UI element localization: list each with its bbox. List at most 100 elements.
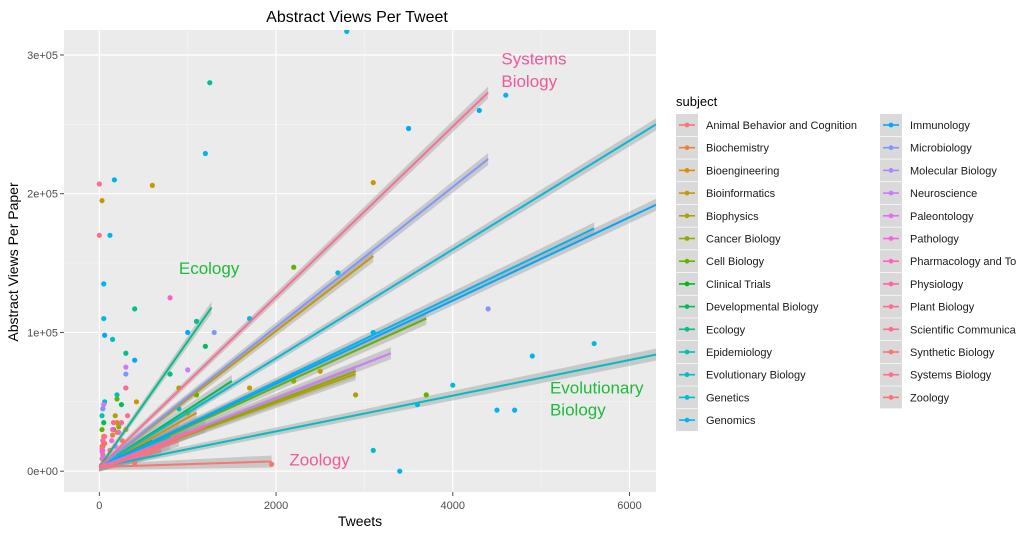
annotation-label: Ecology xyxy=(179,259,240,278)
data-point xyxy=(503,92,509,98)
legend-label: Evolutionary Biology xyxy=(706,370,806,382)
legend-label: Pathology xyxy=(910,234,959,246)
y-tick-label: 0e+00 xyxy=(27,466,58,478)
data-point xyxy=(529,353,535,359)
annotation-label: Biology xyxy=(501,72,557,91)
data-point xyxy=(99,443,105,449)
legend-label: Bioengineering xyxy=(706,165,779,177)
legend-key-point xyxy=(684,349,690,355)
legend-key-point xyxy=(888,122,894,128)
series-trend-line xyxy=(99,460,272,469)
data-point xyxy=(450,382,456,388)
data-point xyxy=(102,433,108,440)
series-trend-line xyxy=(98,203,656,468)
legend-label: Paleontology xyxy=(910,211,974,223)
data-point xyxy=(118,401,125,408)
series-trend-line xyxy=(99,445,162,470)
legend-key-point xyxy=(888,395,894,400)
data-point xyxy=(112,413,118,419)
legend-label: Developmental Biology xyxy=(706,302,819,314)
data-point xyxy=(114,396,120,402)
annotation-label: Zoology xyxy=(289,451,350,470)
legend-title: subject xyxy=(676,94,718,109)
legend-key-point xyxy=(684,417,690,423)
x-tick-label: 4000 xyxy=(441,500,465,512)
data-point xyxy=(207,80,213,86)
x-tick-label: 2000 xyxy=(264,500,288,512)
legend-key-point xyxy=(684,395,690,400)
legend: Animal Behavior and Cognition Biochemistr… xyxy=(676,114,1017,432)
legend-key-point xyxy=(684,213,690,219)
data-point xyxy=(246,385,253,391)
data-point xyxy=(485,306,491,312)
data-point xyxy=(167,295,173,301)
legend-label: Genomics xyxy=(706,415,756,427)
data-point xyxy=(123,364,129,370)
data-point xyxy=(352,392,359,398)
legend-label: Genetics xyxy=(706,392,750,404)
legend-key-point xyxy=(888,372,894,378)
data-point xyxy=(370,447,376,453)
y-tick-label: 3e+05 xyxy=(27,50,58,62)
data-point xyxy=(100,406,106,412)
plot-area: 0 2000 4000 6000 0e+00 1e+05 2e+05 3e+05 Systems… xyxy=(27,30,656,512)
legend-label: Animal Behavior and Cognition xyxy=(706,120,857,132)
legend-key-point xyxy=(888,145,894,151)
legend-key-point xyxy=(684,236,690,241)
data-point xyxy=(101,420,107,426)
legend-label: Ecology xyxy=(706,324,746,336)
legend-label: Scientific Communica xyxy=(910,324,1017,336)
legend-label: Epidemiology xyxy=(706,347,773,359)
data-point xyxy=(476,107,482,114)
data-point xyxy=(100,438,106,444)
y-tick-label: 1e+05 xyxy=(27,327,58,339)
data-point xyxy=(591,340,597,347)
annotation-label: Evolutionary xyxy=(550,378,644,397)
legend-label: Biophysics xyxy=(706,211,759,223)
data-point xyxy=(397,468,403,474)
legend-label: Immunology xyxy=(910,120,970,132)
legend-label: Biochemistry xyxy=(706,143,769,155)
legend-label: Molecular Biology xyxy=(910,165,997,177)
chart-marks xyxy=(96,30,656,474)
data-point xyxy=(109,438,115,444)
legend-label: Clinical Trials xyxy=(706,279,771,291)
legend-key-point xyxy=(888,168,894,173)
data-point xyxy=(185,367,191,373)
data-point xyxy=(291,264,297,270)
legend-key-point xyxy=(888,258,894,264)
data-point xyxy=(133,399,140,405)
data-point xyxy=(110,420,117,426)
data-point xyxy=(96,181,102,187)
data-point xyxy=(125,413,131,419)
y-tick-label: 2e+05 xyxy=(27,189,58,201)
x-tick-label: 0 xyxy=(96,500,102,512)
legend-label: Cell Biology xyxy=(706,256,765,268)
data-point xyxy=(99,426,105,433)
data-point xyxy=(123,385,129,391)
legend-label: Bioinformatics xyxy=(706,188,776,200)
legend-key-point xyxy=(888,349,894,355)
data-point xyxy=(423,392,429,398)
legend-key-point xyxy=(888,190,894,196)
data-point xyxy=(202,343,208,349)
data-point xyxy=(269,461,275,467)
legend-key-point xyxy=(684,372,690,378)
data-point xyxy=(116,424,122,430)
legend-key-point xyxy=(684,281,690,287)
data-point xyxy=(211,329,217,336)
legend-key-point xyxy=(684,258,690,264)
series-trend-line xyxy=(99,353,656,469)
series-trend-line xyxy=(98,123,656,468)
data-point xyxy=(109,336,116,342)
series-trend-line xyxy=(98,91,489,468)
data-point xyxy=(109,426,116,433)
data-point xyxy=(512,407,518,413)
annotation-label: Biology xyxy=(550,401,606,420)
legend-label: Zoology xyxy=(910,392,950,404)
legend-label: Cancer Biology xyxy=(706,234,781,246)
data-point xyxy=(101,401,107,408)
data-point xyxy=(114,429,120,435)
legend-key-point xyxy=(684,168,690,173)
